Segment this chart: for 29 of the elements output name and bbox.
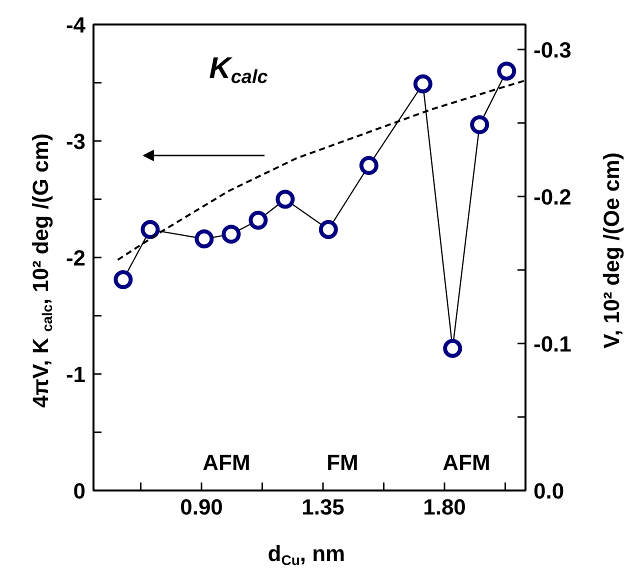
y2-tick-label: -0.3	[534, 37, 572, 62]
point	[114, 270, 133, 290]
y-tick-label: -4	[66, 12, 86, 38]
point	[140, 220, 160, 240]
y-tick-label: -2	[66, 246, 86, 270]
x-tick-label: 1.80	[423, 494, 466, 520]
point	[194, 229, 214, 248]
x-tick-label: 1.35	[302, 494, 344, 520]
y-tick-label: -3	[66, 129, 86, 154]
y2-tick-label: 0.0	[534, 478, 564, 504]
annotation: AFM	[202, 450, 250, 475]
point	[413, 74, 432, 94]
point	[443, 338, 462, 358]
y2-tick-label: -0.2	[534, 184, 572, 210]
y-axis-title: 4πV, Kcalc, 10² deg /(G cm)	[28, 133, 56, 408]
point	[248, 210, 268, 230]
y-tick-label: -1	[66, 362, 86, 387]
point	[318, 220, 338, 240]
y2-tick-label: -0.1	[534, 331, 572, 356]
point	[222, 224, 241, 244]
y2-axis-title: V, 10² deg /(Oe cm)	[599, 152, 624, 349]
point	[497, 62, 516, 81]
point	[276, 190, 295, 209]
point	[470, 115, 490, 134]
x-tick-label: 0.90	[180, 494, 223, 520]
annotation: FM	[326, 450, 358, 475]
annotation: AFM	[442, 450, 490, 475]
y-tick-label: 0	[73, 478, 86, 504]
point	[359, 156, 378, 175]
